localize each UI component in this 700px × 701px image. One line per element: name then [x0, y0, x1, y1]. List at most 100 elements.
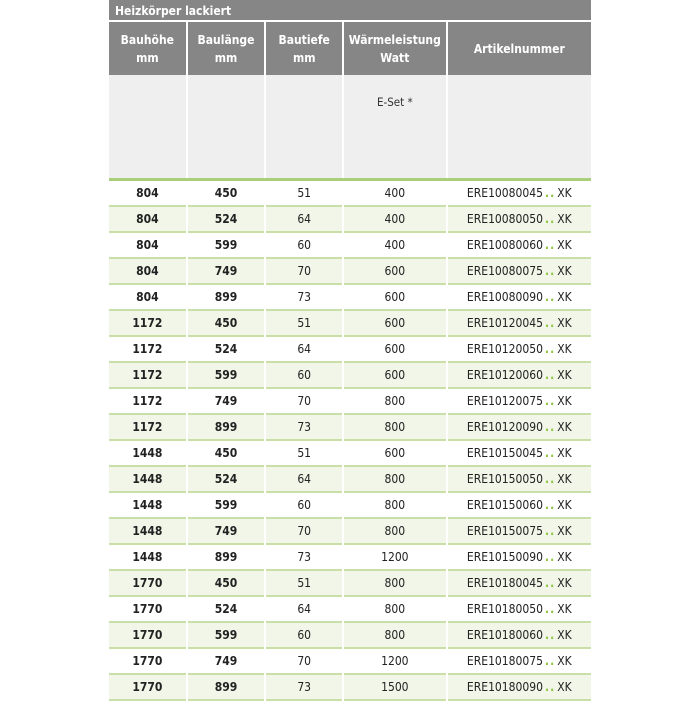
cell-baulaenge: 749 — [187, 259, 265, 285]
cell-bautiefe: 73 — [266, 415, 343, 441]
cell-watt: 1200 — [344, 545, 446, 571]
cell-baulaenge: 899 — [187, 675, 265, 701]
cell-bauhoehe: 1172 — [109, 337, 186, 363]
table-row: 1172 599 60 600 ERE10120060.. XK — [109, 363, 591, 389]
header-artikelnummer: Artikelnummer — [447, 22, 591, 75]
cell-bautiefe: 73 — [266, 675, 343, 701]
cell-baulaenge: 450 — [187, 181, 265, 207]
table-body: 804 450 51 400 ERE10080045.. XK 804 524 64 400 ERE… — [109, 181, 591, 701]
cell-bautiefe: 70 — [266, 389, 343, 415]
cell-watt: 600 — [344, 363, 446, 389]
article-suffix: XK — [557, 264, 572, 278]
cell-baulaenge: 524 — [187, 467, 265, 493]
table-row: 804 749 70 600 ERE10080075.. XK — [109, 259, 591, 285]
article-number: ERE10080075 — [466, 264, 543, 278]
cell-bautiefe: 70 — [266, 259, 343, 285]
table-row: 1172 749 70 800 ERE10120075.. XK — [109, 389, 591, 415]
cell-baulaenge: 599 — [187, 363, 265, 389]
cell-baulaenge: 599 — [187, 623, 265, 649]
cell-artikelnummer: ERE10120060.. XK — [447, 363, 591, 389]
cell-bautiefe: 64 — [266, 597, 343, 623]
cell-artikelnummer: ERE10150090.. XK — [447, 545, 591, 571]
article-suffix: XK — [557, 550, 572, 564]
cell-bauhoehe: 1172 — [109, 389, 186, 415]
cell-bautiefe: 73 — [266, 285, 343, 311]
cell-bautiefe: 70 — [266, 519, 343, 545]
table-row: 1172 524 64 600 ERE10120050.. XK — [109, 337, 591, 363]
article-number: ERE10080060 — [466, 238, 543, 252]
article-number: ERE10180050 — [466, 602, 543, 616]
table-row: 1448 899 73 1200 ERE10150090.. XK — [109, 545, 591, 571]
cell-artikelnummer: ERE10080050.. XK — [447, 207, 591, 233]
cell-bauhoehe: 804 — [109, 207, 186, 233]
article-suffix: XK — [557, 628, 572, 642]
table-row: 1172 450 51 600 ERE10120045.. XK — [109, 311, 591, 337]
placeholder-dots: .. — [545, 394, 556, 408]
table-row: 1448 599 60 800 ERE10150060.. XK — [109, 493, 591, 519]
article-suffix: XK — [557, 472, 572, 486]
cell-baulaenge: 524 — [187, 337, 265, 363]
cell-baulaenge: 899 — [187, 545, 265, 571]
table-row: 1770 599 60 800 ERE10180060.. XK — [109, 623, 591, 649]
article-number: ERE10150090 — [466, 550, 543, 564]
article-suffix: XK — [557, 238, 572, 252]
article-number: ERE10150050 — [466, 472, 543, 486]
cell-bauhoehe: 1448 — [109, 545, 186, 571]
table-row: 1448 450 51 600 ERE10150045.. XK — [109, 441, 591, 467]
cell-bauhoehe: 1770 — [109, 571, 186, 597]
cell-watt: 800 — [344, 519, 446, 545]
cell-baulaenge: 749 — [187, 519, 265, 545]
cell-watt: 400 — [344, 181, 446, 207]
cell-baulaenge: 599 — [187, 493, 265, 519]
cell-bauhoehe: 804 — [109, 181, 186, 207]
cell-artikelnummer: ERE10180090.. XK — [447, 675, 591, 701]
article-number: ERE10120075 — [466, 394, 543, 408]
subheader-cell — [109, 75, 186, 178]
placeholder-dots: .. — [545, 524, 556, 538]
table-title: Heizkörper lackiert — [109, 0, 591, 22]
radiator-table: Heizkörper lackiert Bauhöhe mm Baulänge … — [109, 0, 591, 701]
cell-artikelnummer: ERE10120090.. XK — [447, 415, 591, 441]
cell-watt: 600 — [344, 441, 446, 467]
article-suffix: XK — [557, 602, 572, 616]
article-suffix: XK — [557, 576, 572, 590]
table-row: 804 599 60 400 ERE10080060.. XK — [109, 233, 591, 259]
article-suffix: XK — [557, 680, 572, 694]
cell-watt: 800 — [344, 493, 446, 519]
cell-artikelnummer: ERE10180050.. XK — [447, 597, 591, 623]
cell-watt: 800 — [344, 571, 446, 597]
cell-watt: 600 — [344, 337, 446, 363]
article-suffix: XK — [557, 654, 572, 668]
subheader-cell — [187, 75, 265, 178]
cell-watt: 1200 — [344, 649, 446, 675]
cell-watt: 600 — [344, 259, 446, 285]
cell-watt: 600 — [344, 311, 446, 337]
cell-bautiefe: 60 — [266, 493, 343, 519]
cell-watt: 600 — [344, 285, 446, 311]
article-number: ERE10080050 — [466, 212, 543, 226]
article-number: ERE10120060 — [466, 368, 543, 382]
placeholder-dots: .. — [545, 342, 556, 356]
cell-artikelnummer: ERE10150050.. XK — [447, 467, 591, 493]
table-row: 1448 524 64 800 ERE10150050.. XK — [109, 467, 591, 493]
cell-watt: 800 — [344, 415, 446, 441]
cell-bauhoehe: 1172 — [109, 363, 186, 389]
cell-watt: 800 — [344, 597, 446, 623]
placeholder-dots: .. — [545, 264, 556, 278]
cell-bautiefe: 64 — [266, 467, 343, 493]
article-suffix: XK — [557, 186, 572, 200]
article-number: ERE10180090 — [466, 680, 543, 694]
cell-bautiefe: 70 — [266, 649, 343, 675]
article-suffix: XK — [557, 368, 572, 382]
cell-bautiefe: 73 — [266, 545, 343, 571]
placeholder-dots: .. — [545, 602, 556, 616]
article-suffix: XK — [557, 498, 572, 512]
cell-watt: 400 — [344, 207, 446, 233]
article-number: ERE10150045 — [466, 446, 543, 460]
cell-watt: 800 — [344, 467, 446, 493]
placeholder-dots: .. — [545, 212, 556, 226]
subheader-cell — [266, 75, 343, 178]
table-row: 804 524 64 400 ERE10080050.. XK — [109, 207, 591, 233]
cell-bautiefe: 51 — [266, 311, 343, 337]
article-suffix: XK — [557, 316, 572, 330]
